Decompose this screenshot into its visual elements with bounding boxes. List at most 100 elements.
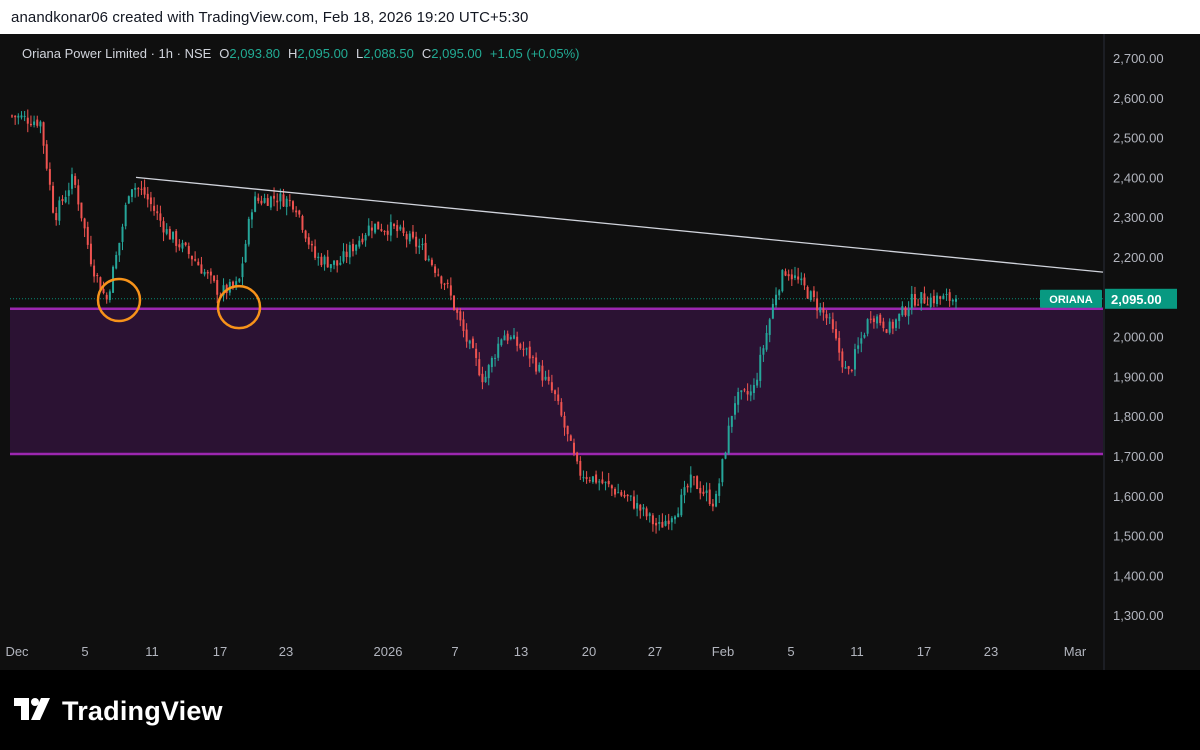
candle-body[interactable] (948, 292, 951, 301)
candle-body[interactable] (127, 196, 130, 204)
candle-body[interactable] (497, 343, 500, 358)
candle-body[interactable] (816, 298, 819, 311)
candle-body[interactable] (765, 332, 768, 350)
candle-body[interactable] (453, 295, 456, 310)
candle-body[interactable] (598, 481, 601, 483)
candle-body[interactable] (879, 314, 882, 324)
candle-body[interactable] (121, 226, 124, 242)
candle-body[interactable] (364, 235, 367, 241)
candle-body[interactable] (936, 295, 939, 305)
candle-body[interactable] (418, 245, 421, 248)
candle-body[interactable] (560, 402, 563, 416)
candle-body[interactable] (636, 503, 639, 509)
candle-body[interactable] (17, 115, 20, 118)
candle-body[interactable] (920, 292, 923, 304)
highlight-low-circle-1[interactable] (96, 277, 142, 323)
candle-body[interactable] (77, 185, 80, 205)
candle-body[interactable] (945, 293, 948, 295)
candle-body[interactable] (680, 494, 683, 516)
candle-body[interactable] (752, 385, 755, 393)
candle-body[interactable] (36, 119, 39, 126)
price-chart[interactable]: 2,700.00 2,600.00 2,500.00 2,400.00 2,300.00… (0, 34, 1200, 670)
candle-body[interactable] (951, 299, 954, 302)
candle-body[interactable] (421, 244, 424, 246)
candle-body[interactable] (235, 281, 238, 286)
candle-body[interactable] (790, 274, 793, 280)
candle-body[interactable] (298, 210, 301, 215)
candle-body[interactable] (468, 340, 471, 344)
candle-body[interactable] (711, 503, 714, 507)
candle-body[interactable] (784, 271, 787, 276)
candle-body[interactable] (629, 495, 632, 497)
candle-body[interactable] (209, 271, 212, 276)
candle-body[interactable] (342, 251, 345, 262)
candle-body[interactable] (955, 298, 957, 302)
candle-body[interactable] (159, 213, 162, 221)
candle-body[interactable] (156, 211, 159, 214)
candle-body[interactable] (544, 376, 547, 380)
candle-body[interactable] (20, 115, 23, 118)
candle-body[interactable] (610, 485, 613, 489)
candle-body[interactable] (222, 285, 225, 296)
candle-body[interactable] (702, 491, 705, 494)
candle-body[interactable] (115, 254, 118, 269)
candle-body[interactable] (683, 487, 686, 496)
candle-body[interactable] (541, 365, 544, 381)
candle-body[interactable] (434, 266, 437, 273)
candle-body[interactable] (642, 507, 645, 510)
candle-body[interactable] (509, 337, 512, 340)
candle-body[interactable] (825, 314, 828, 319)
candle-body[interactable] (648, 513, 651, 516)
candle-body[interactable] (828, 317, 831, 319)
candle-body[interactable] (781, 270, 784, 292)
candle-body[interactable] (800, 278, 803, 281)
candle-body[interactable] (137, 188, 140, 190)
candle-body[interactable] (696, 476, 699, 490)
candle-body[interactable] (699, 487, 702, 494)
candle-body[interactable] (206, 271, 209, 274)
candle-body[interactable] (55, 213, 58, 221)
candle-body[interactable] (380, 229, 383, 231)
candle-body[interactable] (651, 515, 654, 525)
candle-body[interactable] (721, 459, 724, 483)
candle-body[interactable] (806, 287, 809, 299)
candle-body[interactable] (440, 276, 443, 284)
candle-body[interactable] (730, 415, 733, 427)
candle-body[interactable] (74, 176, 77, 185)
candle-body[interactable] (216, 280, 219, 295)
candle-body[interactable] (768, 319, 771, 335)
candle-body[interactable] (124, 204, 127, 227)
candle-body[interactable] (105, 294, 108, 300)
candle-body[interactable] (279, 193, 282, 202)
candle-body[interactable] (891, 321, 894, 329)
candle-body[interactable] (194, 259, 197, 261)
candle-body[interactable] (490, 357, 493, 368)
candle-body[interactable] (405, 234, 408, 240)
candle-body[interactable] (718, 483, 721, 496)
candle-body[interactable] (172, 231, 175, 240)
candle-body[interactable] (844, 367, 847, 369)
candle-body[interactable] (569, 435, 572, 441)
candle-body[interactable] (374, 223, 377, 233)
candle-body[interactable] (554, 390, 557, 395)
candle-body[interactable] (181, 242, 184, 249)
candle-body[interactable] (291, 201, 294, 210)
candle-body[interactable] (273, 195, 276, 199)
candle-body[interactable] (459, 311, 462, 321)
candle-body[interactable] (506, 333, 509, 341)
candle-body[interactable] (831, 319, 834, 330)
candle-body[interactable] (175, 231, 178, 246)
candle-body[interactable] (478, 359, 481, 376)
candle-body[interactable] (847, 366, 850, 369)
candle-body[interactable] (895, 319, 898, 328)
candle-body[interactable] (326, 256, 329, 268)
candle-body[interactable] (550, 382, 553, 391)
candle-body[interactable] (203, 271, 206, 275)
candle-body[interactable] (576, 452, 579, 462)
candle-body[interactable] (465, 329, 468, 342)
candle-body[interactable] (269, 196, 272, 208)
candle-body[interactable] (522, 348, 525, 350)
candle-body[interactable] (882, 321, 885, 329)
candle-body[interactable] (926, 304, 929, 306)
candle-body[interactable] (427, 258, 430, 261)
